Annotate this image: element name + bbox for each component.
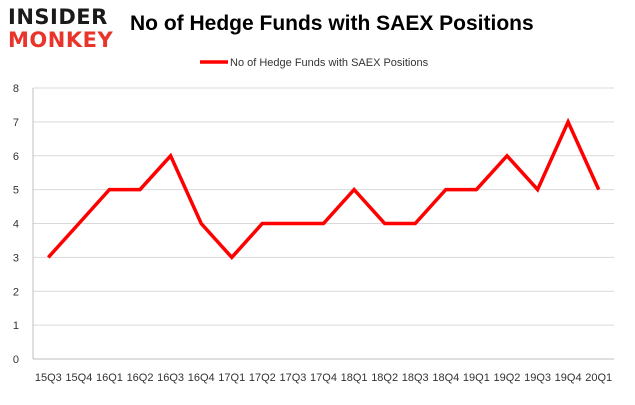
y-tick-label: 1 xyxy=(13,320,19,332)
x-tick-label: 19Q4 xyxy=(555,372,582,384)
series-lines xyxy=(47,117,601,261)
x-tick-label: 16Q3 xyxy=(157,372,184,384)
x-tick-label: 17Q4 xyxy=(310,372,337,384)
x-tick-label: 16Q2 xyxy=(127,372,154,384)
x-tick-label: 17Q1 xyxy=(218,372,245,384)
legend: No of Hedge Funds with SAEX Positions xyxy=(200,57,429,69)
y-tick-label: 3 xyxy=(13,252,19,264)
y-tick-label: 8 xyxy=(13,83,19,95)
chart-title: No of Hedge Funds with SAEX Positions xyxy=(130,12,534,35)
x-tick-label: 19Q2 xyxy=(494,372,521,384)
y-tick-label: 7 xyxy=(13,117,19,129)
x-tick-label: 17Q2 xyxy=(249,372,276,384)
x-tick-label: 18Q3 xyxy=(402,372,429,384)
logo-line-2: MONKEY xyxy=(8,28,114,52)
x-tick-label: 15Q3 xyxy=(35,372,62,384)
y-tick-label: 5 xyxy=(13,185,19,197)
y-tick-label: 2 xyxy=(13,286,19,298)
x-tick-label: 18Q4 xyxy=(432,372,459,384)
x-tick-label: 20Q1 xyxy=(585,372,612,384)
y-tick-label: 0 xyxy=(13,354,19,366)
insider-monkey-logo: INSIDER MONKEY xyxy=(8,6,116,52)
x-tick-label: 19Q1 xyxy=(463,372,490,384)
y-tick-label: 6 xyxy=(13,151,19,163)
x-tick-label: 19Q3 xyxy=(524,372,551,384)
x-tick-label: 18Q1 xyxy=(341,372,368,384)
legend-label: No of Hedge Funds with SAEX Positions xyxy=(230,57,429,69)
x-tick-label: 16Q4 xyxy=(188,372,215,384)
x-tick-label: 15Q4 xyxy=(65,372,92,384)
y-tick-labels: 0 1 2 3 4 5 6 7 8 xyxy=(13,83,19,366)
x-tick-label: 17Q3 xyxy=(279,372,306,384)
axes xyxy=(32,88,614,360)
logo-line-1: INSIDER xyxy=(8,5,108,29)
x-tick-label: 18Q2 xyxy=(371,372,398,384)
x-tick-labels: 15Q3 15Q4 16Q1 16Q2 16Q3 16Q4 17Q1 17Q2 17Q3 17Q4… xyxy=(35,372,612,384)
x-tick-label: 16Q1 xyxy=(96,372,123,384)
y-tick-label: 4 xyxy=(13,219,19,231)
